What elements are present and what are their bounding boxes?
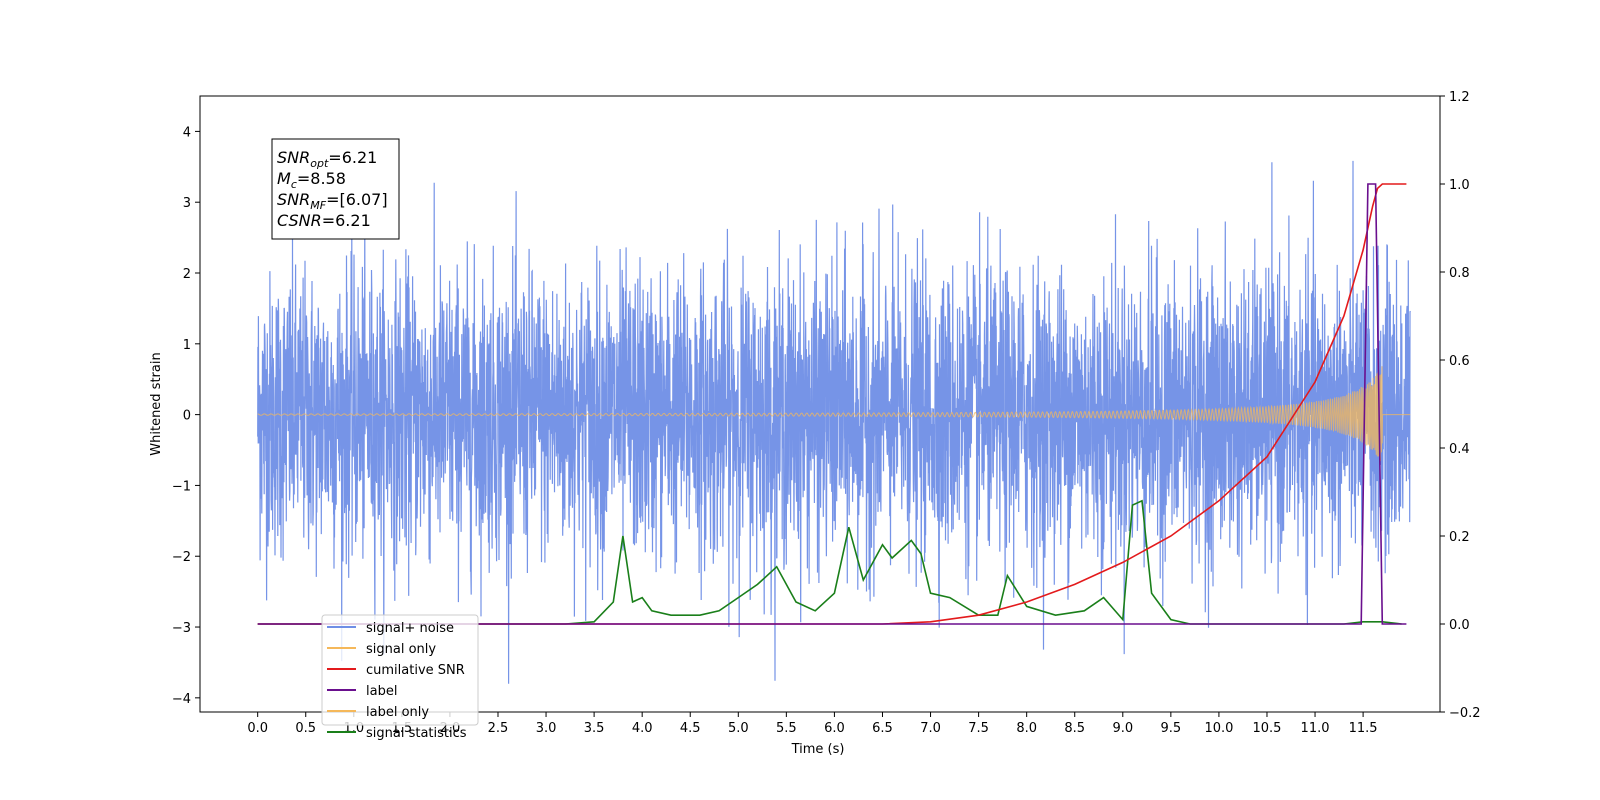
annotation-frame xyxy=(271,138,400,240)
y2-tick-label: −0.2 xyxy=(1449,706,1481,721)
x-tick-label: 2.5 xyxy=(488,721,509,736)
x-tick-label: 4.0 xyxy=(632,721,653,736)
annotation-symbol: CSNR xyxy=(277,211,322,230)
x-tick-label: 6.5 xyxy=(872,721,893,736)
y2-tick-label: 1.2 xyxy=(1449,90,1470,105)
series-signal-only xyxy=(257,366,1411,462)
series-label xyxy=(257,183,1407,625)
y2-tick-label: 0.0 xyxy=(1449,618,1470,633)
legend-entry: cumilative SNR xyxy=(366,663,465,678)
x-tick-label: 7.0 xyxy=(920,721,941,736)
x-tick-label: 3.5 xyxy=(584,721,605,736)
annotation-symbol: SNR xyxy=(277,190,310,209)
annotation-subscript: opt xyxy=(310,157,329,170)
axes-frame xyxy=(199,95,1441,713)
y-tick-label: 1 xyxy=(183,338,191,353)
annotation-line: SNRopt=6.21 xyxy=(277,148,377,170)
annotation-value: =8.58 xyxy=(297,169,346,188)
series-signal-noise xyxy=(257,160,1411,684)
y-tick-label: −4 xyxy=(172,692,191,707)
annotation-symbol: M xyxy=(277,169,291,188)
x-tick-label: 8.0 xyxy=(1016,721,1037,736)
x-tick-label: 8.5 xyxy=(1064,721,1085,736)
annotation-line: SNRMF=[6.07] xyxy=(277,190,388,212)
annotation-subscript: c xyxy=(291,178,297,191)
y2-tick-label: 0.6 xyxy=(1449,354,1470,369)
legend-entry: signal only xyxy=(366,642,436,657)
legend: signal+ noise signal only cumilative SNR la… xyxy=(321,614,479,741)
y2-tick-label: 0.4 xyxy=(1449,442,1470,457)
legend-entry: label only xyxy=(366,705,429,720)
x-tick-label: 5.0 xyxy=(728,721,749,736)
y-tick-label: −3 xyxy=(172,621,191,636)
x-tick-label: 10.5 xyxy=(1253,721,1282,736)
x-tick-label: 3.0 xyxy=(536,721,557,736)
x-tick-label: 11.0 xyxy=(1301,721,1330,736)
legend-entry: signal statistics xyxy=(366,726,467,741)
annotation-value: =[6.07] xyxy=(326,190,388,209)
y-axis-left: 4 3 2 1 0 −1 −2 −3 −4 xyxy=(172,125,200,707)
x-tick-label: 0.0 xyxy=(247,721,268,736)
legend-entry: label xyxy=(366,684,397,699)
x-tick-label: 9.0 xyxy=(1112,721,1133,736)
x-axis-label: Time (s) xyxy=(791,742,845,757)
y-tick-label: −2 xyxy=(172,550,191,565)
x-tick-label: 7.5 xyxy=(968,721,989,736)
annotation-value: =6.21 xyxy=(328,148,377,167)
y-axis-label: Whitened strain xyxy=(149,352,164,455)
legend-entry: signal+ noise xyxy=(366,621,454,636)
y-tick-label: −1 xyxy=(172,479,191,494)
y-tick-label: 2 xyxy=(183,267,191,282)
annotation-symbol: SNR xyxy=(277,148,310,167)
x-tick-label: 6.0 xyxy=(824,721,845,736)
x-tick-label: 11.5 xyxy=(1349,721,1378,736)
x-tick-label: 0.5 xyxy=(295,721,316,736)
y-tick-label: 3 xyxy=(183,196,191,211)
x-tick-label: 5.5 xyxy=(776,721,797,736)
y-tick-label: 0 xyxy=(183,409,191,424)
series-signal-statistics xyxy=(257,499,1402,625)
y2-tick-label: 0.8 xyxy=(1449,266,1470,281)
series-cumilative-snr xyxy=(257,183,1407,625)
y2-tick-label: 0.2 xyxy=(1449,530,1470,545)
y2-tick-label: 1.0 xyxy=(1449,178,1470,193)
x-tick-label: 10.0 xyxy=(1204,721,1233,736)
annotation-subscript: MF xyxy=(310,199,326,212)
annotation-line: CSNR=6.21 xyxy=(277,211,371,230)
y-axis-right: 1.2 1.0 0.8 0.6 0.4 0.2 0.0 −0.2 xyxy=(1440,90,1481,721)
y-tick-label: 4 xyxy=(183,125,191,140)
plot-area xyxy=(257,160,1411,684)
x-tick-label: 9.5 xyxy=(1161,721,1182,736)
annotation-value: =6.21 xyxy=(322,211,371,230)
annotation-line: Mc=8.58 xyxy=(277,169,346,191)
legend-frame xyxy=(321,614,479,726)
x-tick-label: 4.5 xyxy=(680,721,701,736)
